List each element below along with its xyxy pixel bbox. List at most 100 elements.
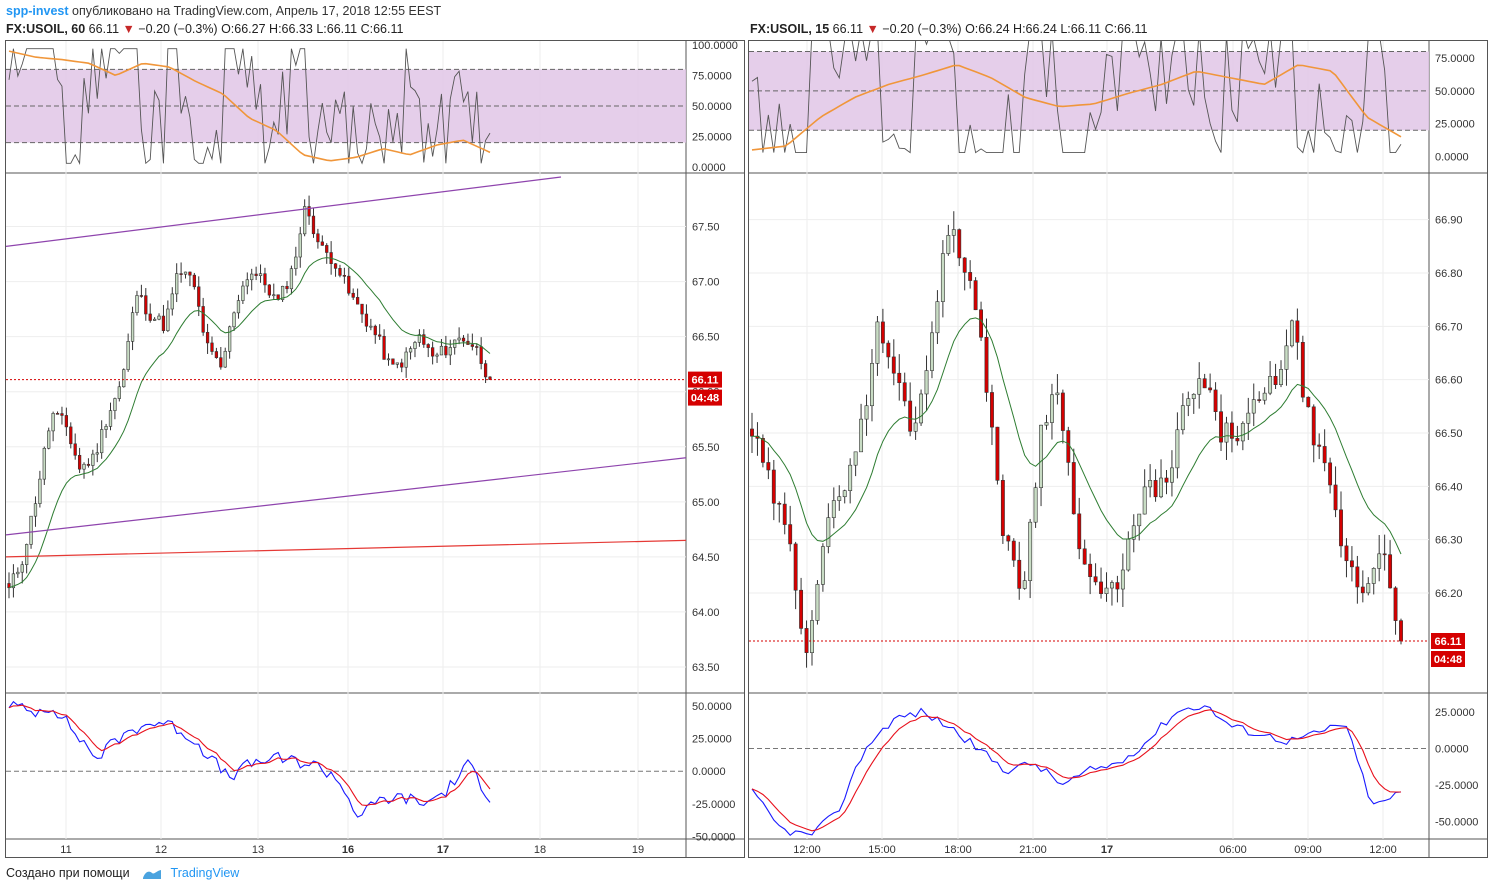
candle-up [1246,412,1251,424]
time-tick-label: 17 [1101,844,1113,856]
candle-down [1382,553,1387,556]
candle-down [1071,462,1076,515]
candle-down [962,257,967,273]
author-link[interactable]: spp-invest [6,4,69,18]
candle-down [1099,581,1103,594]
candle-up [303,206,307,235]
candle-down [364,313,369,327]
left-chart[interactable]: 1112131617181967.5067.0066.5066.0065.506… [5,40,745,858]
osc-tick-label: -50.0000 [1435,816,1478,828]
rsi-signal-line [751,64,1402,151]
candle-down [360,303,364,315]
countdown-label-bg [1431,651,1465,667]
rsi-tick-label: 25.0000 [1435,119,1475,131]
candle-up [913,422,918,432]
candle-up [1180,405,1185,431]
candle-down [1219,411,1223,443]
candle-up [104,426,108,430]
candle-up [1279,369,1283,385]
candle-up [369,325,373,328]
candle-up [1159,477,1163,498]
candle-up [1110,582,1114,589]
candle-up [408,348,413,353]
last-price-label-bg [1431,633,1465,649]
candle-up [33,503,38,517]
candle-down [1306,396,1311,408]
publish-line: spp-invest опубликовано на TradingView.c… [6,4,441,18]
candle-up [1191,393,1196,399]
right-last: 66.11 [832,22,864,36]
candle-down [1229,422,1234,439]
tradingview-link[interactable]: TradingView [170,866,240,880]
candle-up [11,573,16,589]
candle-up [175,273,179,295]
right-chart[interactable]: 12:00 15:00 18:00 21:00 17 06:00 09:00 12:00 66.… [748,40,1488,858]
candle-down [1273,376,1278,385]
left-high: H:66.33 [269,22,313,36]
right-low: L:66.11 [1060,22,1102,36]
candle-up [122,369,126,388]
candle-down [1393,587,1398,621]
rsi-tick-label: 25.0000 [692,132,732,144]
candle-up [831,500,836,518]
price-tick-label: 64.50 [692,552,720,564]
candle-up [108,410,113,427]
candle-up [166,308,170,331]
candle-down [320,241,324,246]
candle-up [228,326,232,352]
candle-up [1284,345,1289,370]
candle-down [391,358,395,365]
candle-up [47,430,51,449]
candle-down [1355,566,1360,588]
left-low: L:66.11 [316,22,358,36]
candle-up [386,358,391,361]
candle-up [1371,568,1376,584]
candle-down [1344,545,1349,562]
candle-down [908,400,913,432]
candle-up [20,564,24,573]
time-tick-label: 11 [60,844,71,856]
candle-up [435,354,439,357]
right-symbol[interactable]: FX:USOIL, 15 [750,22,830,36]
left-symbol[interactable]: FX:USOIL, 60 [6,22,86,36]
left-change: −0.20 (−0.3%) [138,22,218,36]
candle-up [1055,392,1060,396]
left-open: O:66.27 [221,22,266,36]
candle-up [289,268,294,290]
candle-down [1349,560,1354,568]
left-close: C:66.11 [360,22,404,36]
candle-down [86,463,91,466]
osc-tick-label: 0.0000 [692,766,726,778]
candle-down [1164,477,1169,483]
candle-up [82,463,86,470]
candle-down [1000,480,1005,536]
time-tick-label: 15:00 [868,844,896,856]
candle-down [750,428,754,437]
candle-up [1050,394,1054,423]
candle-down [968,272,973,281]
candle-down [307,206,311,217]
candle-down [351,292,355,298]
candle-down [342,275,347,277]
candle-down [1317,444,1322,447]
osc-tick-label: 25.0000 [692,734,732,746]
candle-down [788,524,793,545]
candle-down [382,335,386,360]
rsi-tick-label: 0.0000 [692,162,726,174]
candle-up [946,235,951,254]
oscillator-line [8,700,491,818]
candle-down [347,275,351,294]
candle-up [1366,583,1371,594]
candle-up [1224,422,1229,443]
candle-up [1262,392,1267,401]
candle-up [1126,538,1131,571]
candle-down [897,372,902,384]
price-tick-label: 66.20 [1435,588,1463,600]
right-change: −0.20 (−0.3%) [882,22,962,36]
candle-down [192,274,196,288]
osc-tick-label: 25.0000 [1435,707,1475,719]
candle-up [232,312,236,328]
candle-down [1388,554,1393,589]
price-tick-label: 67.00 [692,277,720,289]
candle-up [417,334,422,343]
